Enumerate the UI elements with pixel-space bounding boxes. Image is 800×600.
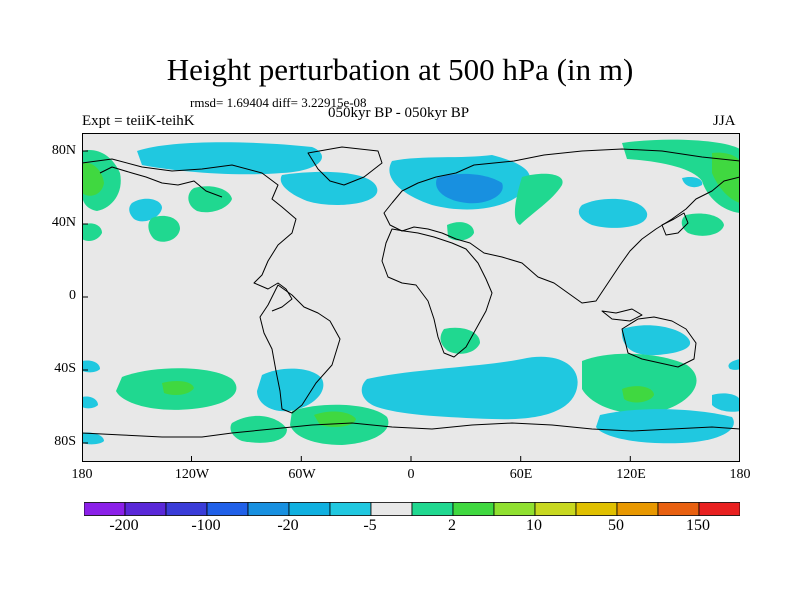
negative-anomaly-core [436,173,503,204]
negative-anomaly-region [82,432,104,445]
lat-tick-label: 40S [54,361,76,376]
positive-anomaly-region [188,186,232,213]
negative-anomaly-region [280,171,378,205]
colorbar-box [493,502,536,516]
colorbar-boxes [84,502,740,516]
colorbar-box [84,502,126,516]
lat-tick-label: 80S [54,434,76,449]
figure-title: Height perturbation at 500 hPa (in m) [166,52,634,87]
negative-anomaly-region [621,325,691,356]
positive-anomaly-region [82,223,102,241]
colorbar-box [288,502,331,516]
period-label: 050kyr BP - 050kyr BP [328,105,470,121]
colorbar [84,502,740,516]
positive-anomaly-core [162,380,194,396]
positive-anomaly-region [148,215,180,242]
colorbar-box [165,502,208,516]
colorbar-tick-label: -100 [191,517,221,534]
colorbar-box [698,502,740,516]
positive-anomaly-core [622,386,654,403]
lon-tick-label: 60W [288,467,316,482]
stats-label: rmsd= 1.69404 diff= 3.22915e-08 [190,95,367,110]
lat-tick-label: 80N [51,143,76,158]
colorbar-tick-label: 150 [686,517,710,534]
colorbar-box [616,502,659,516]
colorbar-box [411,502,454,516]
colorbar-tick-label: 50 [608,517,624,534]
season-label: JJA [713,113,736,129]
colorbar-tick-label: -5 [363,517,377,534]
lat-tick-label: 0 [69,288,76,303]
colorbar-tick-label: -200 [109,517,139,534]
negative-anomaly-region [129,198,162,222]
world-map [82,133,740,462]
negative-anomaly-region [82,396,98,409]
positive-anomaly-region [447,222,474,241]
positive-anomaly-region [440,327,480,354]
antarctica-coast [231,422,740,434]
positive-anomaly-region [582,353,697,414]
negative-anomaly-region [257,368,324,412]
lon-tick-label: 180 [729,467,751,482]
africa-coast [381,228,493,358]
south-america-coast [259,284,341,414]
north-america-coast [82,158,297,312]
lon-tick-label: 0 [407,467,415,482]
lon-tick-label: 120W [174,467,210,482]
positive-anomaly-region [230,415,287,443]
lon-tick-label: 60E [509,467,533,482]
colorbar-box [370,502,413,516]
colorbar-box [657,502,700,516]
axis-ticks [82,150,631,462]
eurasia-north-coast [391,148,740,204]
colorbar-box [247,502,290,516]
negative-anomaly-region [82,360,100,373]
positive-anomaly-core [82,162,104,196]
greenland-coast [307,146,383,186]
colorbar-box [329,502,372,516]
alaska-coast [99,166,223,198]
negative-anomaly-region [682,176,703,188]
negative-anomaly-region [578,198,648,228]
japan-coast [661,212,689,236]
colorbar-box [452,502,495,516]
colorbar-box [575,502,618,516]
colorbar-tick-label: -20 [277,517,299,534]
positive-anomaly-region [514,173,563,225]
negative-anomaly-region [596,409,734,444]
colorbar-tick-label: 2 [448,517,456,534]
eurasia-south-coast [383,176,740,304]
negative-anomaly-region [728,359,740,370]
positive-anomaly-region [681,213,724,236]
colorbar-tick-label: 10 [526,517,542,534]
colorbar-box [206,502,249,516]
australia-coast [621,316,697,368]
antarctica-coast-west [82,432,233,438]
lon-tick-label: 180 [71,467,93,482]
positive-anomaly-core [712,152,740,203]
indonesia-coast [601,308,643,322]
coastlines [82,146,740,438]
colorbar-box [124,502,167,516]
experiment-label: Expt = teiiK-teihK [82,113,195,129]
negative-anomaly-region [712,393,740,412]
lon-tick-label: 120E [616,467,646,482]
negative-anomaly-region [137,142,322,175]
lat-tick-label: 40N [51,215,76,230]
colorbar-box [534,502,577,516]
negative-anomaly-region [361,356,578,420]
